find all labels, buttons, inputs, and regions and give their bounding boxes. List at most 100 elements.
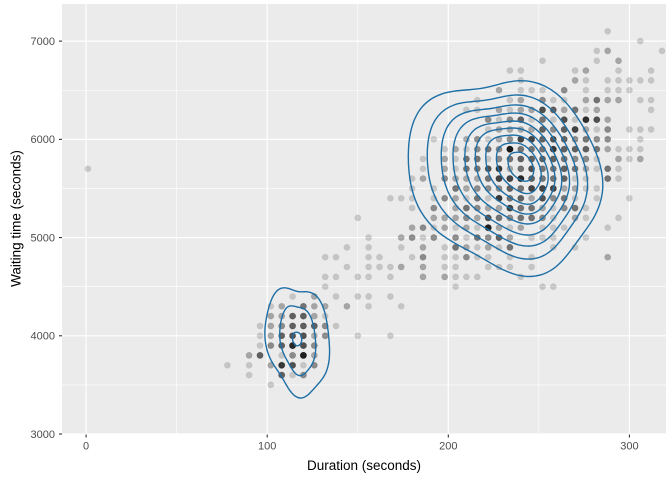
data-point xyxy=(289,322,297,330)
data-point xyxy=(441,214,449,222)
density-contour-ring xyxy=(474,127,556,215)
data-point xyxy=(289,322,297,330)
data-point xyxy=(462,204,470,212)
data-point xyxy=(245,351,253,359)
data-point xyxy=(604,86,612,94)
data-point xyxy=(582,116,590,124)
data-point xyxy=(354,214,362,222)
data-point xyxy=(473,214,481,222)
data-point xyxy=(299,351,307,359)
data-point xyxy=(452,184,460,192)
data-point xyxy=(462,253,470,261)
data-point xyxy=(539,126,547,134)
data-point xyxy=(517,86,525,94)
data-point xyxy=(267,312,275,320)
data-point xyxy=(484,243,492,251)
data-point xyxy=(299,351,307,359)
data-point xyxy=(593,116,601,124)
data-point xyxy=(604,224,612,232)
data-point xyxy=(571,204,579,212)
data-point xyxy=(419,263,427,271)
data-point xyxy=(604,126,612,134)
data-point xyxy=(452,234,460,242)
data-point xyxy=(571,126,579,134)
data-point xyxy=(256,332,264,340)
data-point xyxy=(517,194,525,202)
x-axis-title: Duration (seconds) xyxy=(306,458,422,473)
data-point xyxy=(278,302,286,310)
data-point xyxy=(484,243,492,251)
data-point xyxy=(506,145,514,153)
data-point xyxy=(615,155,623,163)
data-point xyxy=(517,194,525,202)
data-point xyxy=(310,312,318,320)
data-point xyxy=(430,234,438,242)
data-point xyxy=(419,253,427,261)
grid xyxy=(62,4,666,435)
data-point xyxy=(625,76,633,84)
data-point xyxy=(289,351,297,359)
data-point xyxy=(495,175,503,183)
data-point xyxy=(593,126,601,134)
data-point xyxy=(430,204,438,212)
data-point xyxy=(625,145,633,153)
data-point xyxy=(343,302,351,310)
data-point xyxy=(332,292,340,300)
data-point xyxy=(615,96,623,104)
data-point xyxy=(365,302,373,310)
data-point xyxy=(528,204,536,212)
data-point xyxy=(256,351,264,359)
data-point xyxy=(484,253,492,261)
data-point xyxy=(495,86,503,94)
data-point xyxy=(408,204,416,212)
data-point xyxy=(506,175,514,183)
data-point xyxy=(495,175,503,183)
data-point xyxy=(636,145,644,153)
data-point xyxy=(495,214,503,222)
data-point xyxy=(473,96,481,104)
data-point xyxy=(604,175,612,183)
data-point xyxy=(517,155,525,163)
data-point xyxy=(615,96,623,104)
data-point xyxy=(593,106,601,114)
data-point xyxy=(452,214,460,222)
y-tick-label: 7000 xyxy=(31,36,55,48)
data-point xyxy=(299,342,307,350)
data-point xyxy=(365,243,373,251)
data-point xyxy=(625,155,633,163)
data-point xyxy=(604,135,612,143)
data-point xyxy=(299,312,307,320)
data-point xyxy=(452,184,460,192)
data-point xyxy=(593,96,601,104)
data-point xyxy=(517,214,525,222)
data-point xyxy=(658,47,666,55)
data-point xyxy=(528,86,536,94)
data-point xyxy=(506,175,514,183)
density-contour-ring xyxy=(485,134,549,205)
data-point xyxy=(560,184,568,192)
data-point xyxy=(517,67,525,75)
data-point xyxy=(506,135,514,143)
data-point xyxy=(615,175,623,183)
data-point xyxy=(506,263,514,271)
data-point xyxy=(495,175,503,183)
data-point xyxy=(321,253,329,261)
data-point xyxy=(484,234,492,242)
data-point xyxy=(452,184,460,192)
data-point xyxy=(299,351,307,359)
data-point xyxy=(528,263,536,271)
data-point xyxy=(549,283,557,291)
data-point xyxy=(430,214,438,222)
data-point xyxy=(582,116,590,124)
data-point xyxy=(289,312,297,320)
data-point xyxy=(267,342,275,350)
data-point xyxy=(332,322,340,330)
data-point xyxy=(419,175,427,183)
data-point xyxy=(517,96,525,104)
data-point xyxy=(354,292,362,300)
data-point xyxy=(560,86,568,94)
data-point xyxy=(452,224,460,232)
data-point xyxy=(430,234,438,242)
data-point xyxy=(506,145,514,153)
data-point xyxy=(441,253,449,261)
